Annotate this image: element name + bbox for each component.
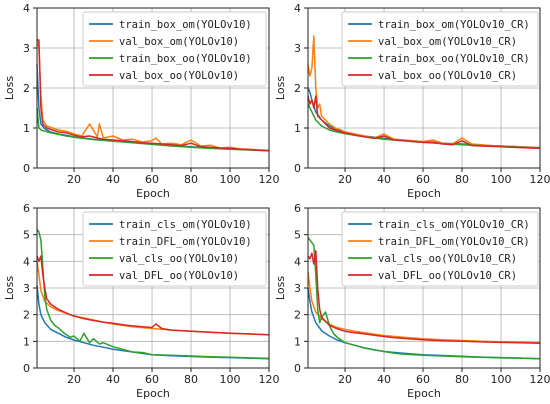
x-tick-label: 120 bbox=[259, 373, 280, 386]
y-tick-label: 4 bbox=[294, 2, 301, 15]
y-tick-label: 3 bbox=[23, 42, 30, 55]
y-axis-title: Loss bbox=[3, 76, 16, 100]
legend-entry: train_box_om(YOLOv10) bbox=[119, 19, 252, 31]
legend-entry: train_DFL_om(YOLOv10) bbox=[119, 236, 252, 248]
legend-box bbox=[341, 11, 539, 87]
x-tick-label: 40 bbox=[106, 373, 120, 386]
y-tick-label: 1 bbox=[23, 335, 30, 348]
y-axis-title: Loss bbox=[274, 276, 287, 300]
legend-entry: train_cls_om(YOLOv10_CR) bbox=[378, 219, 530, 231]
x-tick-label: 60 bbox=[416, 173, 430, 186]
legend-entry: val_box_oo(YOLOv10_CR) bbox=[378, 70, 517, 82]
x-tick-label: 60 bbox=[145, 373, 159, 386]
chart-panel-1: 20 40 60 80 100 120 0 1 2 3 4 Epoch Loss train_box_om… bbox=[3, 2, 280, 200]
y-tick-label: 1 bbox=[294, 335, 301, 348]
y-tick-label: 2 bbox=[294, 309, 301, 322]
legend-entry: val_DFL_oo(YOLOv10_CR) bbox=[378, 270, 517, 282]
x-tick-label: 20 bbox=[338, 173, 352, 186]
y-tick-label: 4 bbox=[23, 2, 30, 15]
series-line-1 bbox=[307, 287, 541, 360]
legend-entry: val_box_om(YOLOv10_CR) bbox=[378, 36, 517, 48]
y-tick-label: 1 bbox=[23, 122, 30, 135]
legend-entry: train_box_oo(YOLOv10) bbox=[119, 53, 252, 65]
y-tick-label: 4 bbox=[294, 255, 301, 268]
legend-entry: val_box_om(YOLOv10) bbox=[119, 36, 239, 48]
x-tick-label: 40 bbox=[377, 373, 391, 386]
y-tick-label: 5 bbox=[23, 229, 30, 242]
legend: train_box_om(YOLOv10) val_box_om(YOLOv10)… bbox=[82, 11, 267, 87]
x-tick-label: 100 bbox=[491, 173, 512, 186]
y-axis-title: Loss bbox=[274, 76, 287, 100]
x-tick-label: 80 bbox=[455, 173, 469, 186]
x-axis-title: Epoch bbox=[407, 187, 441, 200]
x-axis-title: Epoch bbox=[136, 187, 170, 200]
legend: train_cls_om(YOLOv10) train_DFL_om(YOLOv1… bbox=[82, 211, 267, 287]
x-tick-label: 120 bbox=[530, 373, 550, 386]
x-tick-label: 100 bbox=[491, 373, 512, 386]
x-tick-label: 80 bbox=[455, 373, 469, 386]
y-tick-label: 3 bbox=[294, 282, 301, 295]
y-tick-label: 6 bbox=[294, 202, 301, 215]
series-line-4 bbox=[36, 255, 270, 336]
y-tick-label: 3 bbox=[23, 282, 30, 295]
legend-entry: val_cls_oo(YOLOv10) bbox=[119, 253, 239, 265]
y-tick-label: 0 bbox=[23, 162, 30, 175]
series-line-1 bbox=[307, 87, 541, 149]
legend-box bbox=[82, 11, 267, 87]
series-line-3 bbox=[307, 236, 541, 360]
legend-box bbox=[82, 211, 267, 287]
y-tick-label: 0 bbox=[23, 362, 30, 375]
x-tick-label: 120 bbox=[530, 173, 550, 186]
x-tick-label: 80 bbox=[184, 373, 198, 386]
x-tick-label: 100 bbox=[220, 173, 241, 186]
y-tick-label: 0 bbox=[294, 362, 301, 375]
chart-panel-4: 20 40 60 80 100 120 0 1 2 3 4 5 6 Epoch Loss train_cls_… bbox=[274, 202, 550, 400]
y-tick-label: 5 bbox=[294, 229, 301, 242]
y-axis-title: Loss bbox=[3, 276, 16, 300]
y-tick-label: 2 bbox=[23, 309, 30, 322]
y-tick-label: 3 bbox=[294, 42, 301, 55]
x-tick-label: 60 bbox=[145, 173, 159, 186]
chart-panel-2: 20 40 60 80 100 120 0 1 2 3 4 Epoch Loss train_box_om… bbox=[274, 2, 550, 200]
y-tick-label: 0 bbox=[294, 162, 301, 175]
legend-entry: val_box_oo(YOLOv10) bbox=[119, 70, 239, 82]
legend-entry: train_DFL_om(YOLOv10_CR) bbox=[378, 236, 530, 248]
legend: train_box_om(YOLOv10_CR) val_box_om(YOLOv… bbox=[341, 11, 539, 87]
legend-entry: val_DFL_oo(YOLOv10) bbox=[119, 270, 239, 282]
legend: train_cls_om(YOLOv10_CR) train_DFL_om(YOL… bbox=[341, 211, 539, 287]
x-tick-label: 100 bbox=[220, 373, 241, 386]
y-tick-label: 2 bbox=[294, 82, 301, 95]
x-tick-label: 80 bbox=[184, 173, 198, 186]
legend-entry: val_cls_oo(YOLOv10_CR) bbox=[378, 253, 517, 265]
x-tick-label: 20 bbox=[67, 373, 81, 386]
x-tick-label: 60 bbox=[416, 373, 430, 386]
y-tick-label: 1 bbox=[294, 122, 301, 135]
series-line-3 bbox=[36, 228, 270, 360]
series-line-4 bbox=[37, 39, 270, 152]
chart-panel-3: 20 40 60 80 100 120 0 1 2 3 4 5 6 Epoch Loss train_cls_… bbox=[3, 202, 280, 400]
x-axis-title: Epoch bbox=[407, 387, 441, 400]
legend-entry: train_cls_om(YOLOv10) bbox=[119, 219, 252, 231]
series-line-3 bbox=[36, 107, 270, 152]
legend-entry: train_box_oo(YOLOv10_CR) bbox=[378, 53, 530, 65]
y-tick-label: 2 bbox=[23, 82, 30, 95]
x-tick-label: 20 bbox=[338, 373, 352, 386]
legend-box bbox=[341, 211, 539, 287]
legend-entry: train_box_om(YOLOv10_CR) bbox=[378, 19, 530, 31]
x-axis-title: Epoch bbox=[136, 387, 170, 400]
series-line-4 bbox=[307, 249, 541, 344]
series-line-4 bbox=[307, 95, 541, 150]
series-line-1 bbox=[36, 285, 270, 360]
x-tick-label: 120 bbox=[259, 173, 280, 186]
x-tick-label: 40 bbox=[377, 173, 391, 186]
x-tick-label: 20 bbox=[67, 173, 81, 186]
y-tick-label: 6 bbox=[23, 202, 30, 215]
y-tick-label: 4 bbox=[23, 255, 30, 268]
x-tick-label: 40 bbox=[106, 173, 120, 186]
